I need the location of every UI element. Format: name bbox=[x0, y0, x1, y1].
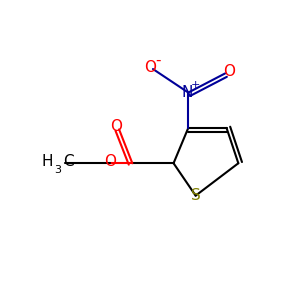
Text: O: O bbox=[104, 154, 116, 169]
Text: O: O bbox=[144, 60, 156, 75]
Text: S: S bbox=[191, 188, 200, 203]
Text: H: H bbox=[41, 154, 53, 169]
Text: -: - bbox=[155, 53, 161, 68]
Text: O: O bbox=[110, 119, 122, 134]
Text: C: C bbox=[63, 154, 74, 169]
Text: O: O bbox=[224, 64, 236, 80]
Text: +: + bbox=[191, 80, 200, 90]
Text: 3: 3 bbox=[54, 165, 61, 175]
Text: N: N bbox=[181, 85, 193, 100]
